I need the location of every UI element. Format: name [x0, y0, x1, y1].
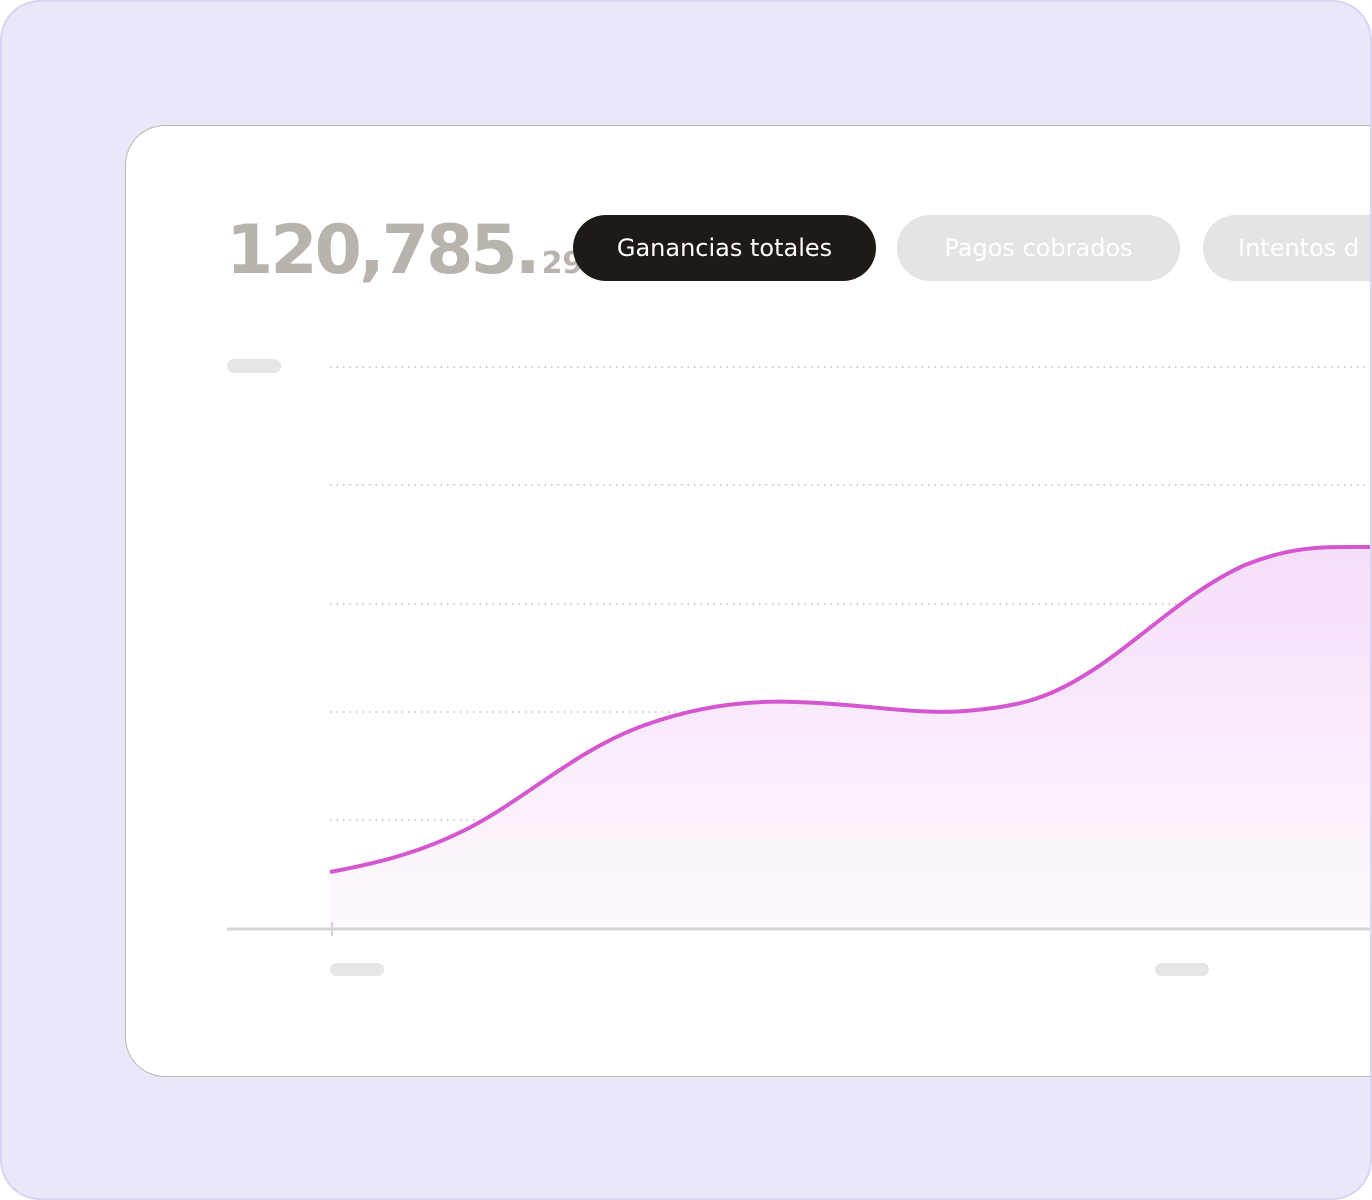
placeholder	[329, 962, 384, 976]
amount-main: 120,785.	[226, 211, 541, 290]
placeholder	[226, 358, 281, 373]
placeholder	[1154, 962, 1209, 976]
card: 120,785. 29 Ganancias totales Pagos cobra…	[125, 125, 1370, 1077]
tab[interactable]: Pagos cobrados	[897, 215, 1180, 281]
line	[329, 544, 1370, 874]
tab[interactable]: Intentos d	[1203, 215, 1370, 281]
area	[329, 546, 1370, 929]
tab[interactable]: Ganancias totales	[573, 215, 876, 281]
chart	[226, 358, 1370, 976]
